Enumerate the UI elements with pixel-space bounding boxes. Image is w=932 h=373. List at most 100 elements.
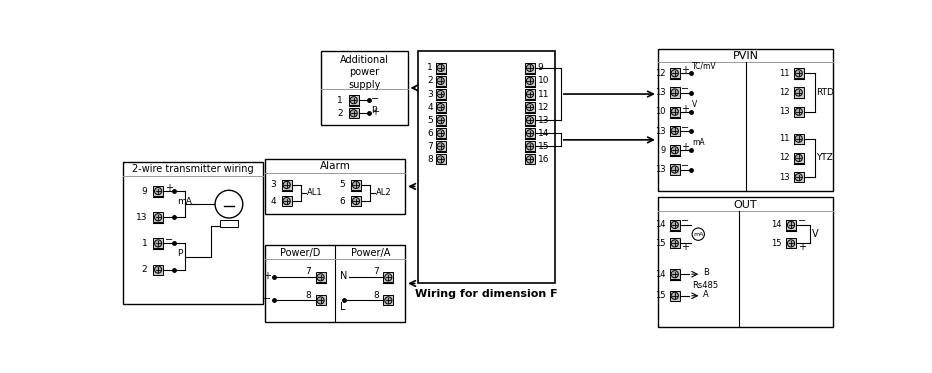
Circle shape	[795, 135, 802, 142]
Text: 10: 10	[538, 76, 549, 85]
Text: 9: 9	[660, 146, 665, 155]
Text: TC/mV: TC/mV	[692, 61, 717, 70]
Text: 13: 13	[136, 213, 147, 222]
Text: 13: 13	[655, 88, 665, 97]
Text: 8: 8	[427, 155, 433, 164]
Circle shape	[352, 181, 360, 188]
Bar	[525, 102, 535, 112]
Text: 14: 14	[772, 220, 782, 229]
Bar	[153, 238, 163, 248]
Text: 2-wire transmitter wiring: 2-wire transmitter wiring	[132, 164, 254, 175]
Text: 7: 7	[427, 142, 433, 151]
Bar	[153, 264, 163, 275]
Text: L: L	[340, 303, 346, 312]
Text: AL2: AL2	[377, 188, 392, 197]
Text: Power/A: Power/A	[350, 248, 390, 258]
Circle shape	[788, 240, 795, 247]
Bar	[349, 95, 359, 105]
Text: RTD: RTD	[816, 88, 834, 97]
Bar	[383, 295, 393, 305]
Bar	[525, 128, 535, 138]
Circle shape	[155, 266, 162, 273]
Text: 4: 4	[428, 103, 433, 112]
Bar	[316, 272, 325, 282]
Circle shape	[527, 104, 534, 111]
Text: 7: 7	[373, 267, 379, 276]
Circle shape	[795, 154, 802, 162]
Circle shape	[437, 64, 445, 72]
Text: 13: 13	[779, 107, 789, 116]
Text: 9: 9	[142, 186, 147, 195]
Bar	[794, 68, 803, 78]
Bar	[670, 291, 679, 301]
Bar	[658, 48, 833, 191]
Text: PVIN: PVIN	[733, 51, 759, 61]
Circle shape	[795, 108, 802, 115]
Bar	[435, 63, 445, 73]
Text: 1: 1	[337, 96, 343, 105]
Text: P: P	[177, 249, 183, 258]
Bar	[794, 88, 803, 97]
Bar	[525, 115, 535, 125]
Bar	[351, 180, 361, 190]
Text: Additional
power
supply: Additional power supply	[340, 55, 389, 90]
Text: mA: mA	[692, 138, 705, 147]
Circle shape	[527, 130, 534, 137]
Text: 8: 8	[306, 291, 311, 300]
Text: 3: 3	[427, 90, 433, 98]
Text: Wiring for dimension F: Wiring for dimension F	[415, 289, 557, 299]
Circle shape	[215, 190, 243, 218]
Text: 1: 1	[142, 239, 147, 248]
Circle shape	[527, 77, 534, 85]
Text: +: +	[263, 271, 271, 281]
Text: mA: mA	[177, 197, 192, 206]
Bar	[525, 76, 535, 86]
Bar	[670, 164, 679, 175]
Circle shape	[795, 70, 802, 77]
Circle shape	[671, 128, 678, 135]
Text: mA: mA	[693, 232, 704, 237]
Circle shape	[671, 70, 678, 77]
Circle shape	[692, 228, 705, 240]
Text: 11: 11	[779, 69, 789, 78]
Circle shape	[437, 117, 445, 124]
Circle shape	[527, 64, 534, 72]
Bar	[525, 63, 535, 73]
Text: 1: 1	[427, 63, 433, 72]
Circle shape	[671, 221, 678, 229]
Bar	[418, 51, 555, 283]
Text: 7: 7	[306, 267, 311, 276]
Text: +: +	[681, 65, 690, 75]
Text: 12: 12	[538, 103, 549, 112]
Text: 15: 15	[655, 239, 665, 248]
Text: 3: 3	[270, 181, 276, 189]
Text: 6: 6	[427, 129, 433, 138]
Circle shape	[671, 292, 678, 300]
Bar	[351, 196, 361, 206]
Bar	[435, 76, 445, 86]
Text: 13: 13	[538, 116, 549, 125]
Text: 13: 13	[655, 126, 665, 135]
Bar	[435, 141, 445, 151]
Text: −: −	[681, 123, 690, 133]
Text: V: V	[812, 229, 818, 239]
Text: 15: 15	[772, 239, 782, 248]
Text: 15: 15	[538, 142, 549, 151]
Circle shape	[350, 97, 357, 104]
Text: 12: 12	[655, 69, 665, 78]
Text: 14: 14	[655, 270, 665, 279]
Text: OUT: OUT	[733, 200, 758, 210]
Text: 2: 2	[142, 265, 147, 274]
Bar	[525, 154, 535, 164]
Bar	[435, 115, 445, 125]
Circle shape	[437, 143, 445, 150]
Circle shape	[352, 197, 360, 205]
Text: 2: 2	[428, 76, 433, 85]
Circle shape	[385, 297, 392, 304]
Bar	[153, 186, 163, 196]
Circle shape	[437, 156, 445, 163]
Circle shape	[437, 130, 445, 137]
Circle shape	[788, 221, 795, 229]
Bar	[281, 180, 292, 190]
Bar	[435, 89, 445, 99]
